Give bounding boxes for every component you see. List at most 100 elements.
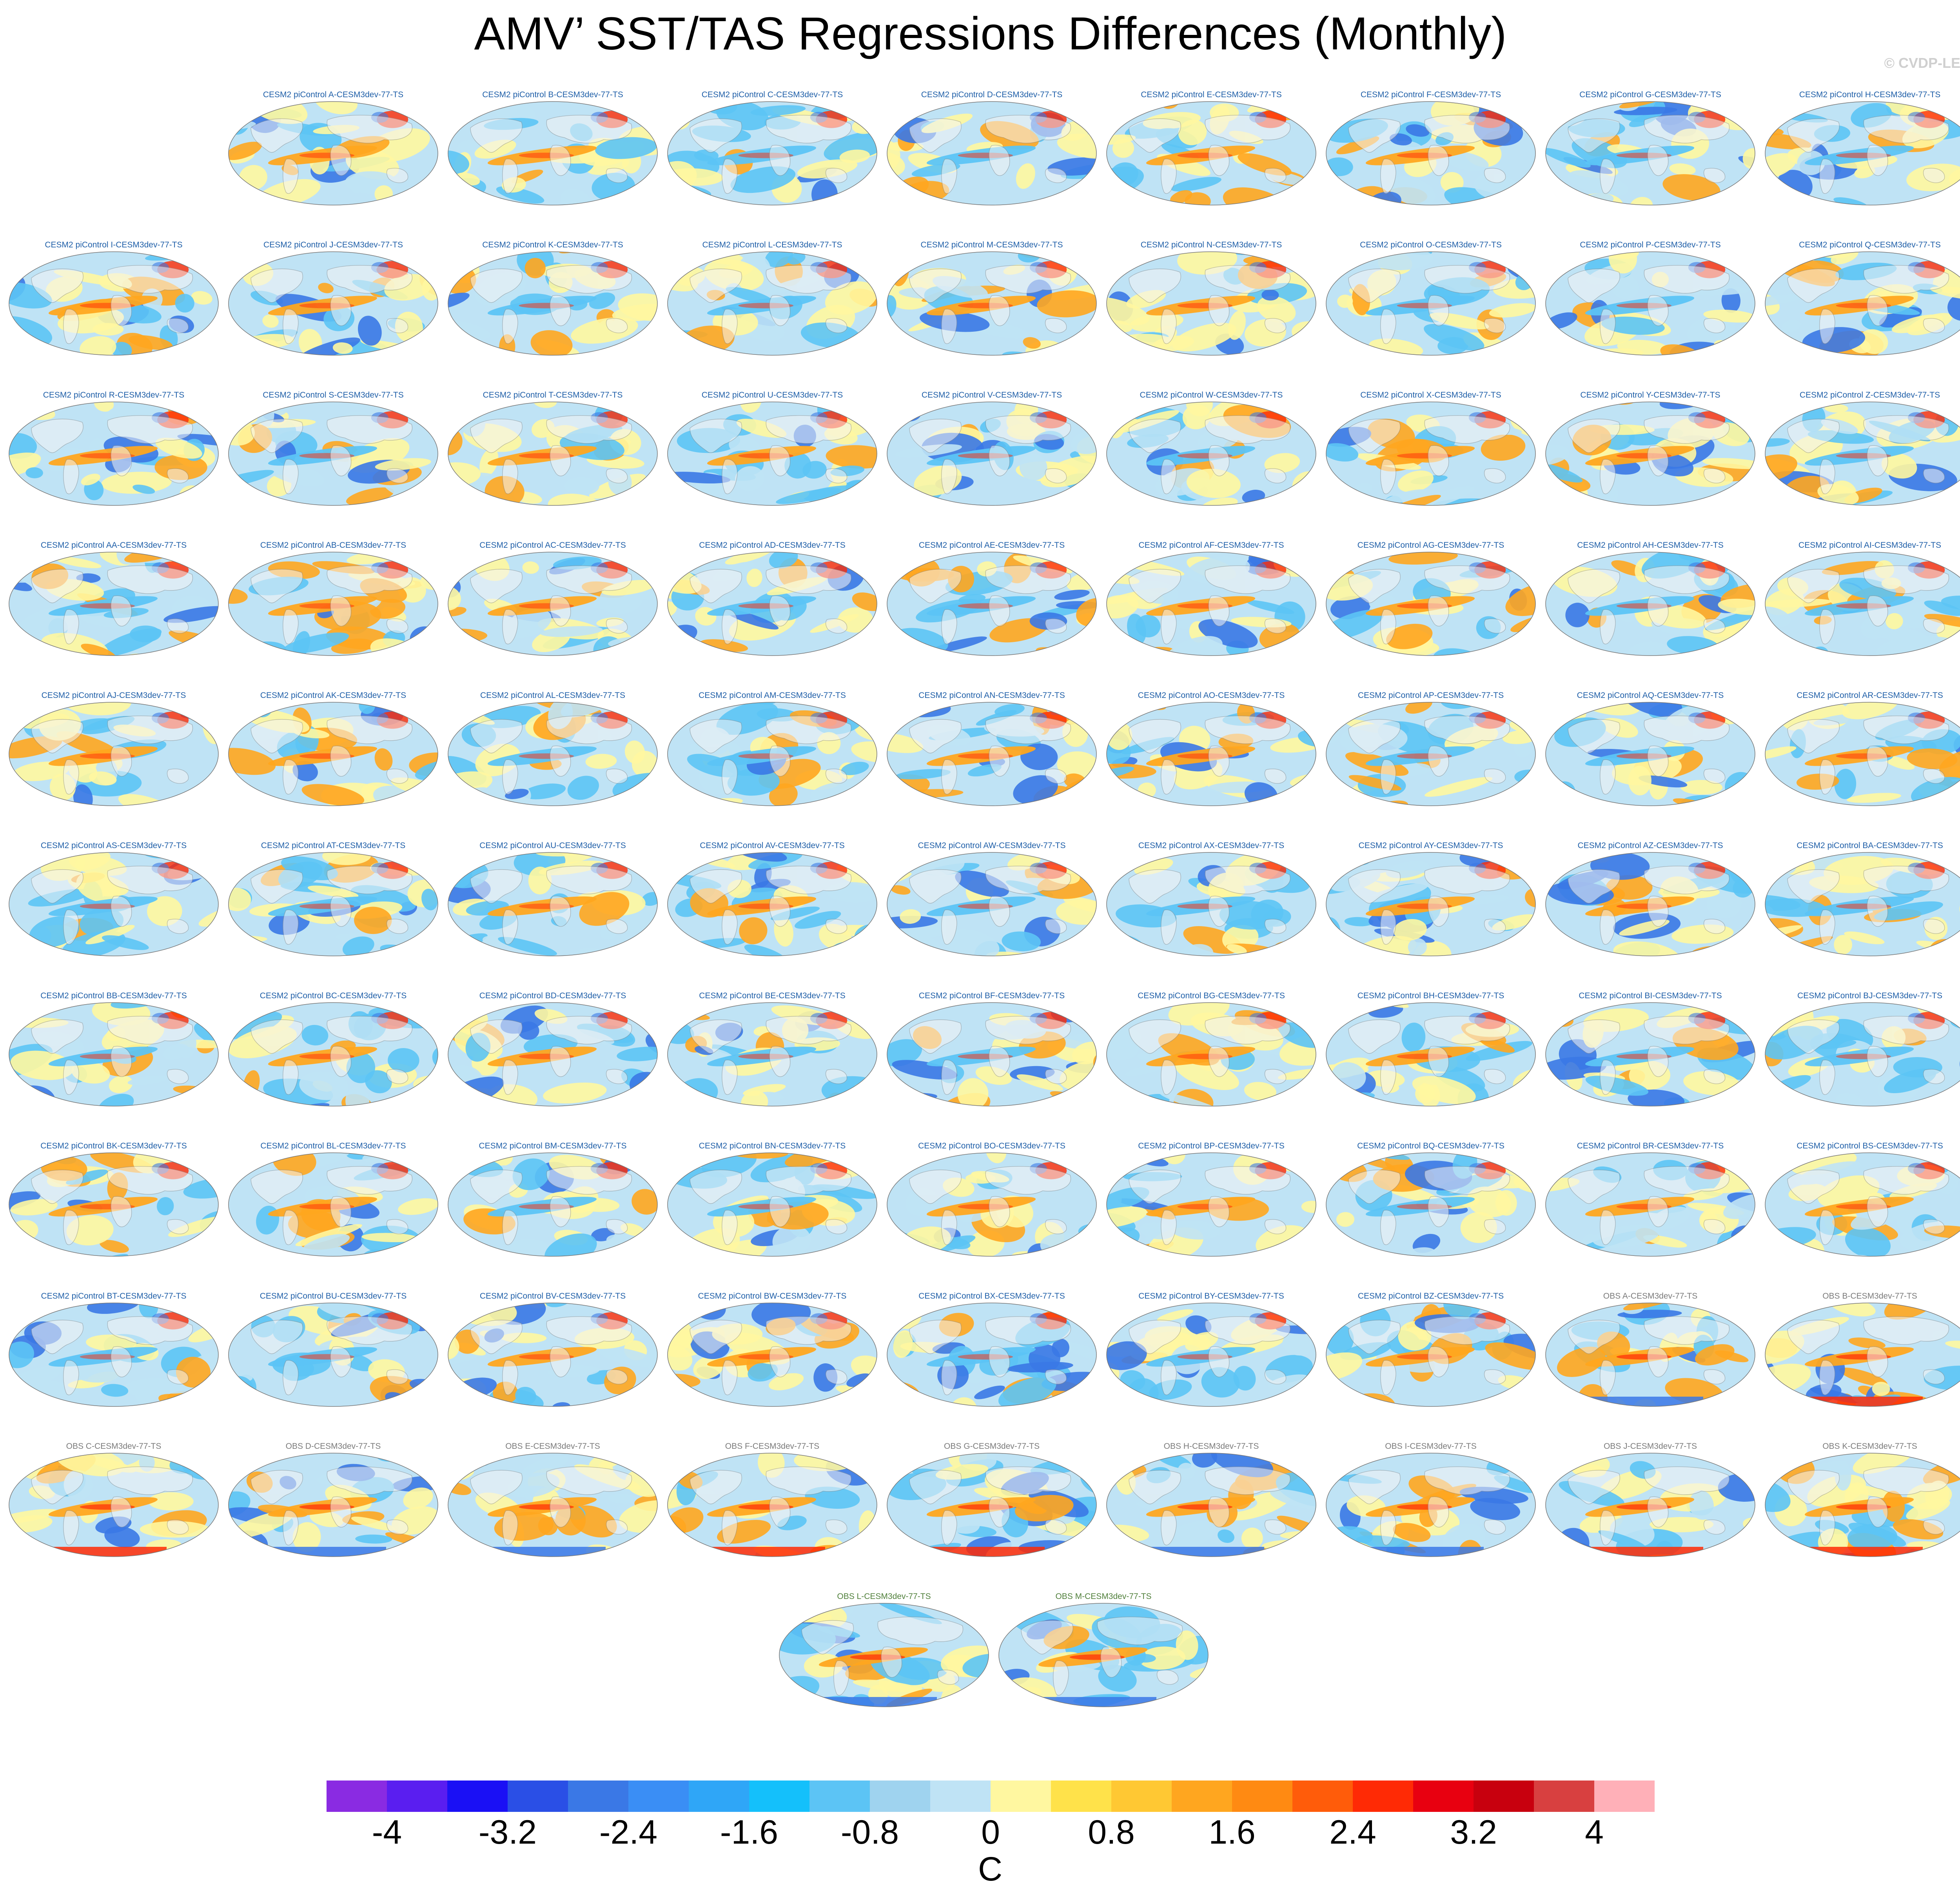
regression-map	[1106, 1152, 1316, 1257]
map-panel: CESM2 piControl AB-CESM3dev-77-TS	[227, 541, 439, 657]
panel-title: CESM2 piControl G-CESM3dev-77-TS	[1579, 90, 1721, 99]
regression-map	[1545, 1002, 1755, 1106]
map-panel: CESM2 piControl BS-CESM3dev-77-TS	[1764, 1141, 1960, 1257]
map-panel: CESM2 piControl BB-CESM3dev-77-TS	[8, 991, 220, 1107]
panel-title: CESM2 piControl BP-CESM3dev-77-TS	[1138, 1141, 1285, 1150]
regression-map	[1326, 1152, 1536, 1257]
map-panel: OBS H-CESM3dev-77-TS	[1105, 1442, 1317, 1558]
map-panel: CESM2 piControl BI-CESM3dev-77-TS	[1544, 991, 1756, 1107]
colorbar-tick-label: -3.2	[478, 1813, 537, 1851]
map-panel: CESM2 piControl L-CESM3dev-77-TS	[666, 240, 878, 356]
regression-map	[9, 1453, 219, 1557]
panel-title: CESM2 piControl J-CESM3dev-77-TS	[263, 240, 403, 249]
panel-title: CESM2 piControl BH-CESM3dev-77-TS	[1357, 991, 1504, 1000]
map-panel: CESM2 piControl AK-CESM3dev-77-TS	[227, 691, 439, 807]
colorbar	[327, 1781, 1655, 1812]
watermark: © CVDP-LE	[1884, 55, 1960, 71]
colorbar-swatch	[1292, 1781, 1353, 1812]
regression-map	[9, 552, 219, 656]
regression-map	[887, 402, 1097, 506]
map-panel: OBS G-CESM3dev-77-TS	[886, 1442, 1098, 1558]
regression-map	[1545, 552, 1755, 656]
regression-map	[448, 552, 658, 656]
map-panel: CESM2 piControl AG-CESM3dev-77-TS	[1325, 541, 1537, 657]
map-panel: CESM2 piControl E-CESM3dev-77-TS	[1105, 90, 1317, 206]
regression-map	[887, 552, 1097, 656]
panel-title: OBS M-CESM3dev-77-TS	[1055, 1592, 1152, 1601]
panel-title: CESM2 piControl Q-CESM3dev-77-TS	[1799, 240, 1941, 249]
map-panel: CESM2 piControl Q-CESM3dev-77-TS	[1764, 240, 1960, 356]
map-panel: CESM2 piControl Y-CESM3dev-77-TS	[1544, 391, 1756, 507]
map-panel: CESM2 piControl N-CESM3dev-77-TS	[1105, 240, 1317, 356]
regression-map	[1765, 402, 1960, 506]
map-panel: CESM2 piControl M-CESM3dev-77-TS	[886, 240, 1098, 356]
panel-title: CESM2 piControl BN-CESM3dev-77-TS	[699, 1141, 846, 1150]
panel-title: CESM2 piControl T-CESM3dev-77-TS	[483, 391, 623, 400]
map-panel: CESM2 piControl AN-CESM3dev-77-TS	[886, 691, 1098, 807]
regression-map	[1765, 1453, 1960, 1557]
map-panel: CESM2 piControl AU-CESM3dev-77-TS	[447, 841, 659, 957]
colorbar-tick-label: 0.8	[1088, 1813, 1135, 1851]
map-panel: CESM2 piControl P-CESM3dev-77-TS	[1544, 240, 1756, 356]
colorbar-swatch	[447, 1781, 508, 1812]
map-panel: CESM2 piControl BM-CESM3dev-77-TS	[447, 1141, 659, 1257]
map-panel: CESM2 piControl AV-CESM3dev-77-TS	[666, 841, 878, 957]
colorbar-swatch	[689, 1781, 749, 1812]
panel-title: CESM2 piControl AY-CESM3dev-77-TS	[1358, 841, 1503, 850]
map-panel: CESM2 piControl F-CESM3dev-77-TS	[1325, 90, 1537, 206]
panel-title: OBS C-CESM3dev-77-TS	[66, 1442, 162, 1451]
regression-map	[448, 251, 658, 356]
panel-title: CESM2 piControl U-CESM3dev-77-TS	[701, 391, 843, 400]
regression-map	[1545, 1303, 1755, 1407]
regression-map	[887, 1152, 1097, 1257]
regression-map	[1545, 402, 1755, 506]
panel-title: CESM2 piControl O-CESM3dev-77-TS	[1360, 240, 1502, 249]
map-panel: OBS F-CESM3dev-77-TS	[666, 1442, 878, 1558]
colorbar-tick-label: 3.2	[1450, 1813, 1497, 1851]
regression-map	[448, 101, 658, 205]
regression-map	[887, 101, 1097, 205]
map-panel: CESM2 piControl BL-CESM3dev-77-TS	[227, 1141, 439, 1257]
map-panel: CESM2 piControl BZ-CESM3dev-77-TS	[1325, 1292, 1537, 1408]
regression-map	[228, 1453, 438, 1557]
regression-map	[228, 1152, 438, 1257]
map-panel: CESM2 piControl BO-CESM3dev-77-TS	[886, 1141, 1098, 1257]
map-panel: CESM2 piControl Z-CESM3dev-77-TS	[1764, 391, 1960, 507]
regression-map	[887, 1002, 1097, 1106]
map-panel: CESM2 piControl BQ-CESM3dev-77-TS	[1325, 1141, 1537, 1257]
panel-title: OBS H-CESM3dev-77-TS	[1163, 1442, 1259, 1451]
panel-title: OBS E-CESM3dev-77-TS	[505, 1442, 600, 1451]
panel-title: CESM2 piControl AE-CESM3dev-77-TS	[918, 541, 1065, 550]
regression-map	[1545, 1453, 1755, 1557]
regression-map	[1326, 1453, 1536, 1557]
regression-map	[228, 852, 438, 956]
map-panel: CESM2 piControl K-CESM3dev-77-TS	[447, 240, 659, 356]
regression-map	[1765, 101, 1960, 205]
map-panel: CESM2 piControl BY-CESM3dev-77-TS	[1105, 1292, 1317, 1408]
map-panel: CESM2 piControl AI-CESM3dev-77-TS	[1764, 541, 1960, 657]
regression-map	[779, 1603, 989, 1707]
colorbar-swatch	[1172, 1781, 1232, 1812]
panel-title: CESM2 piControl Y-CESM3dev-77-TS	[1580, 391, 1720, 400]
map-panel: CESM2 piControl AX-CESM3dev-77-TS	[1105, 841, 1317, 957]
panel-title: CESM2 piControl K-CESM3dev-77-TS	[482, 240, 623, 249]
colorbar-swatch	[991, 1781, 1051, 1812]
map-panel: CESM2 piControl W-CESM3dev-77-TS	[1105, 391, 1317, 507]
regression-map	[1106, 1303, 1316, 1407]
map-panel: OBS L-CESM3dev-77-TS	[778, 1592, 990, 1708]
colorbar-tick-label: -4	[372, 1813, 402, 1851]
regression-map	[667, 552, 877, 656]
regression-map	[1765, 702, 1960, 806]
colorbar-tick-label: -0.8	[840, 1813, 899, 1851]
regression-map	[1106, 552, 1316, 656]
panel-title: CESM2 piControl N-CESM3dev-77-TS	[1140, 240, 1282, 249]
regression-map	[887, 251, 1097, 356]
panel-title: CESM2 piControl H-CESM3dev-77-TS	[1799, 90, 1941, 99]
panel-title: CESM2 piControl AO-CESM3dev-77-TS	[1138, 691, 1285, 700]
panel-title: CESM2 piControl AG-CESM3dev-77-TS	[1357, 541, 1504, 550]
regression-map	[1326, 552, 1536, 656]
regression-map	[448, 852, 658, 956]
map-panel: CESM2 piControl AE-CESM3dev-77-TS	[886, 541, 1098, 657]
map-panel: CESM2 piControl AS-CESM3dev-77-TS	[8, 841, 220, 957]
colorbar-tick-label: -1.6	[720, 1813, 779, 1851]
